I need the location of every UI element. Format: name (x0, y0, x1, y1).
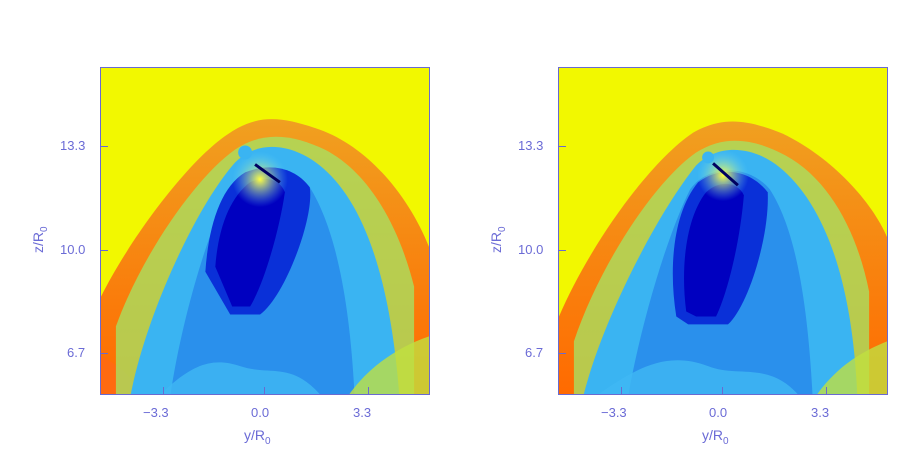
y-tick (100, 250, 108, 251)
y-tick-label: 10.0 (518, 242, 544, 257)
x-tick-label: −3.3 (143, 405, 169, 420)
right-panel: 13.3 10.0 6.7 −3.3 0.0 3.3 z/R0 y/R0 (458, 0, 908, 458)
simulation-image-left (100, 67, 430, 395)
y-tick-label: 13.3 (518, 138, 544, 153)
y-tick (558, 250, 566, 251)
x-tick (722, 387, 723, 395)
y-tick-label: 6.7 (67, 345, 86, 360)
x-tick-label: 3.3 (811, 405, 830, 420)
y-tick-label: 6.7 (525, 345, 544, 360)
y-tick (558, 146, 566, 147)
x-tick (368, 387, 369, 395)
x-tick (621, 387, 622, 395)
x-tick-label: 0.0 (709, 405, 728, 420)
y-tick (558, 353, 566, 354)
left-panel: 13.3 10.0 6.7 −3.3 0.0 3.3 z/R0 y/R0 (0, 0, 450, 458)
y-tick-label: 13.3 (60, 138, 86, 153)
y-tick-label: 10.0 (60, 242, 86, 257)
y-tick (100, 146, 108, 147)
x-tick (826, 387, 827, 395)
x-axis-title: y/R0 (702, 427, 729, 447)
y-axis-title: z/R0 (30, 226, 50, 253)
y-axis-title: z/R0 (488, 226, 508, 253)
y-tick (100, 353, 108, 354)
simulation-image-right (558, 67, 888, 395)
x-axis-title: y/R0 (244, 427, 271, 447)
x-tick-label: 0.0 (251, 405, 270, 420)
x-tick (163, 387, 164, 395)
x-tick (264, 387, 265, 395)
x-tick-label: −3.3 (601, 405, 627, 420)
x-tick-label: 3.3 (353, 405, 372, 420)
